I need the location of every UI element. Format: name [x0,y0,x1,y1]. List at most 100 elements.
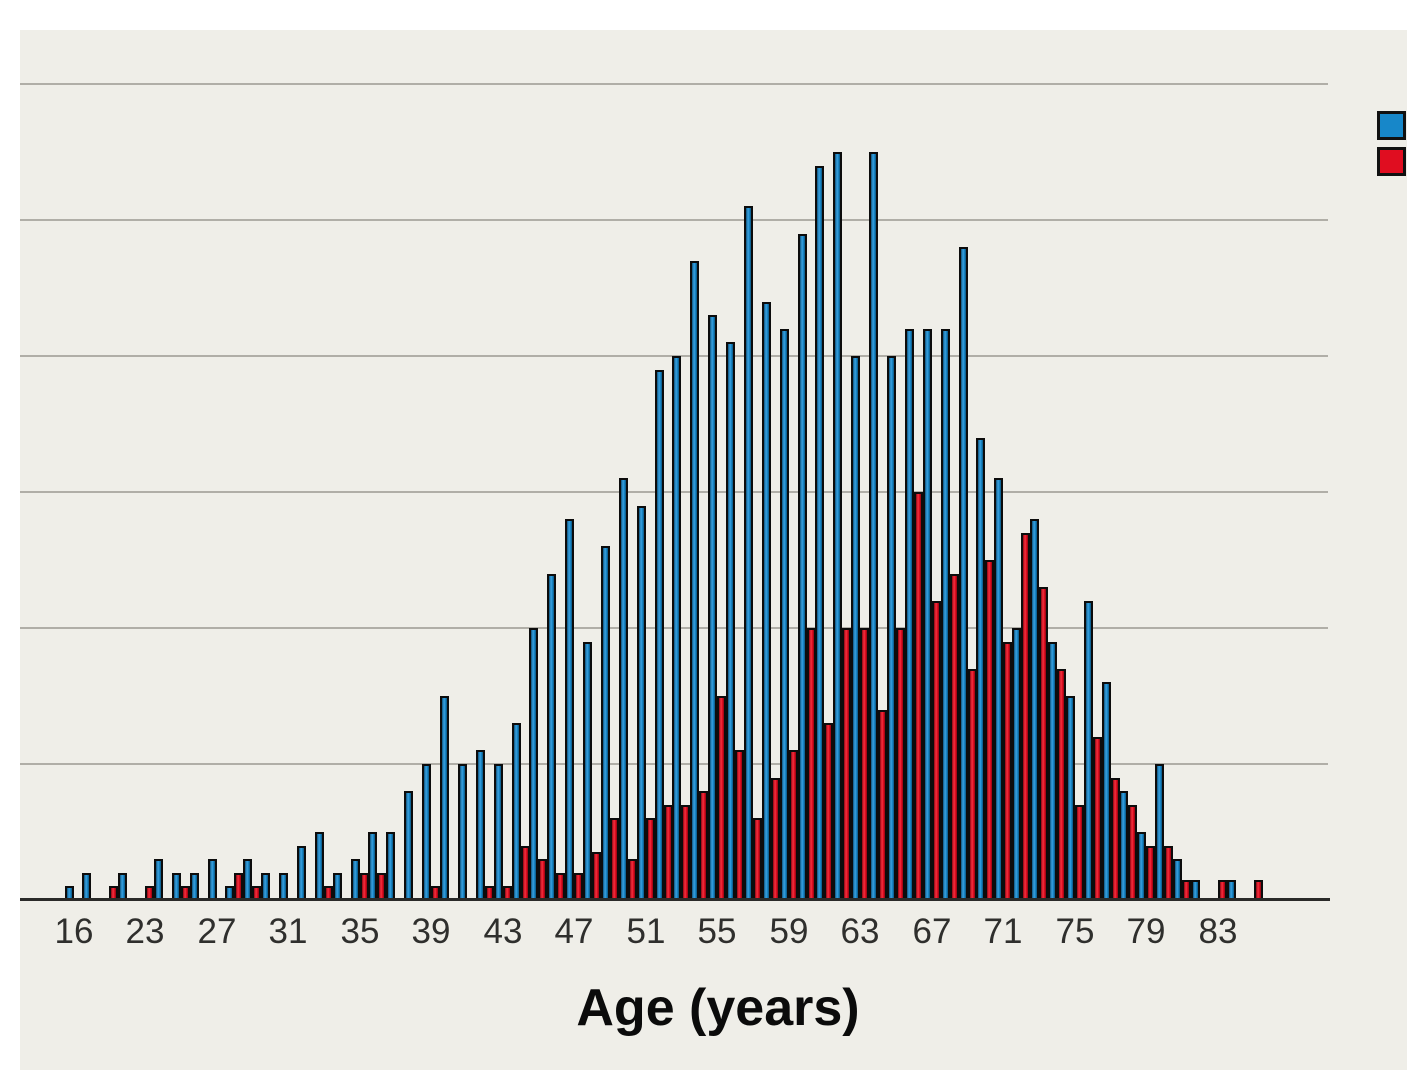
x-tick-label-71: 71 [983,912,1023,951]
red-bar-slot-59 [1128,805,1137,900]
red-bar-slot-29 [592,852,601,900]
red-bar-slot-40 [789,750,798,900]
blue-bar-slot-51 [976,438,985,900]
red-bar-slot-52 [1003,642,1012,900]
red-bar-slot-51 [985,560,994,900]
red-bar-slot-45 [878,710,887,900]
red-bar-slot-43 [842,628,851,900]
gridline-60 [20,83,1328,85]
red-bar-slot-6 [181,886,190,900]
x-tick-label-55: 55 [697,912,737,951]
blue-bar-slot-57 [1084,601,1093,900]
blue-bar-slot-62 [1173,859,1182,900]
blue-bar-slot-16 [351,859,360,900]
blue-bar-slot-20 [422,764,431,900]
red-bar-slot-57 [1093,737,1102,900]
blue-bar-slot-13 [297,846,306,900]
red-bar-slot-20 [431,886,440,900]
x-tick-label-75: 75 [1055,912,1095,951]
red-bar-slot-42 [824,723,833,900]
blue-bar-slot-47 [905,329,914,900]
blue-bar-slot-52 [994,478,1003,900]
blue-bar-slot-12 [279,873,288,900]
red-bar-slot-44 [860,628,869,900]
blue-bar-slot-38 [744,206,753,900]
blue-bar-slot-55 [1048,642,1057,900]
red-bar-slot-35 [699,791,708,900]
red-bar-slot-31 [628,859,637,900]
blue-bar-slot-41 [798,234,807,900]
blue-bar-slot-46 [887,356,896,900]
blue-bar-slot-33 [655,370,664,900]
blue-bar-slot-18 [386,832,395,900]
x-tick-label-16: 16 [54,912,94,951]
red-bar-slot-23 [485,886,494,900]
x-tick-label-39: 39 [411,912,451,951]
red-bar-slot-47 [914,492,923,900]
red-bar-slot-61 [1164,846,1173,900]
red-bar-slot-24 [503,886,512,900]
blue-bar-slot-43 [833,152,842,900]
blue-bar-slot-8 [208,859,217,900]
red-bar-slot-39 [771,778,780,900]
blue-bar-slot-39 [762,302,771,900]
red-bar-slot-38 [753,818,762,900]
blue-bar-slot-65 [1227,880,1236,900]
x-tick-label-63: 63 [840,912,880,951]
blue-bar-slot-34 [672,356,681,900]
blue-bar-slot-30 [601,546,610,900]
blue-bar-slot-29 [583,642,592,900]
red-bar-slot-14 [324,886,333,900]
blue-bar-slot-53 [1012,628,1021,900]
red-bar-slot-66 [1254,880,1263,900]
x-tick-label-31: 31 [268,912,308,951]
legend-swatch-red [1377,147,1406,176]
red-bar-slot-9 [234,873,243,900]
red-bar-slot-17 [377,873,386,900]
red-bar-slot-34 [681,805,690,900]
blue-bar-slot-3 [118,873,127,900]
blue-bar-slot-31 [619,478,628,900]
legend-swatch-blue [1377,111,1406,140]
blue-bar-slot-40 [780,329,789,900]
red-bar-slot-28 [574,873,583,900]
blue-bar-slot-63 [1191,880,1200,900]
red-bar-slot-4 [145,886,154,900]
blue-bar-slot-10 [243,859,252,900]
blue-bar-slot-45 [869,152,878,900]
blue-bar-slot-42 [815,166,824,900]
red-bar-slot-60 [1146,846,1155,900]
blue-bar-slot-6 [172,873,181,900]
blue-bar-slot-28 [565,519,574,900]
x-tick-label-35: 35 [340,912,380,951]
blue-bar-slot-59 [1119,791,1128,900]
x-tick-label-67: 67 [912,912,952,951]
red-bar-slot-48 [932,601,941,900]
blue-bar-slot-56 [1066,696,1075,900]
x-tick-label-47: 47 [554,912,594,951]
red-bar-slot-55 [1057,669,1066,900]
blue-bar-slot-14 [315,832,324,900]
blue-bar-slot-1 [82,873,91,900]
red-bar-slot-32 [646,818,655,900]
blue-bar-slot-22 [458,764,467,900]
blue-bar-slot-36 [708,315,717,900]
blue-bar-slot-49 [941,329,950,900]
x-tick-label-83: 83 [1198,912,1238,951]
blue-bar-slot-50 [959,247,968,900]
blue-bar-slot-17 [368,832,377,900]
red-bar-slot-30 [610,818,619,900]
blue-bar-slot-0 [65,886,74,900]
blue-bar-slot-9 [225,886,234,900]
x-tick-label-43: 43 [483,912,523,951]
red-bar-slot-26 [538,859,547,900]
red-bar-slot-36 [717,696,726,900]
x-tick-label-23: 23 [125,912,165,951]
red-bar-slot-64 [1218,880,1227,900]
blue-bar-slot-44 [851,356,860,900]
x-tick-label-59: 59 [769,912,809,951]
red-bar-slot-46 [896,628,905,900]
blue-bar-slot-21 [440,696,449,900]
blue-bar-slot-35 [690,261,699,900]
red-bar-slot-54 [1039,587,1048,900]
